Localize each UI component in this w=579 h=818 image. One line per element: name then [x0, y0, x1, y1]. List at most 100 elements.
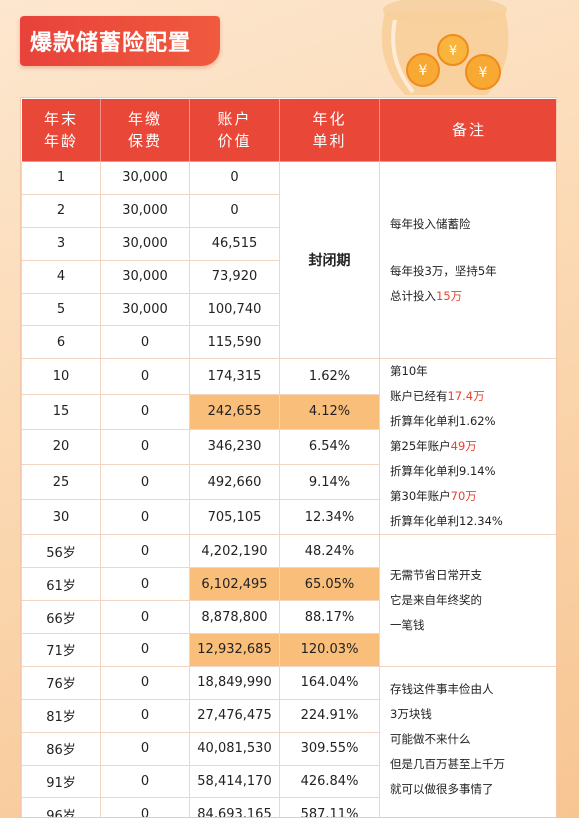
cell-rate: 48.24% [279, 534, 380, 569]
svg-text:¥: ¥ [419, 63, 428, 79]
cell-rate: 587.11% [279, 797, 380, 817]
table-row: 76岁 0 18,849,990 164.04% 存钱这件事丰俭由人 3万块钱 … [21, 665, 556, 817]
cell-value: 27,476,475 [189, 698, 280, 733]
cell-value: 8,878,800 [189, 600, 280, 635]
header-premium: 年缴 保费 [100, 98, 190, 162]
cell-age: 96岁 [21, 797, 101, 817]
table-row: 4 30,000 73,920 [21, 259, 557, 294]
table-row: 15 0 242,655 4.12% [21, 393, 557, 430]
table-row: 10 0 174,315 1.62% 第10年 账户已经有17.4万 折算年化单… [21, 358, 556, 536]
cell-rate: 1.62% [279, 358, 380, 395]
cell-premium: 0 [100, 797, 190, 817]
cell-premium: 30,000 [100, 161, 190, 195]
cell-value: 18,849,990 [189, 665, 280, 700]
cell-age: 5 [21, 292, 101, 327]
table-row: 71岁 0 12,932,685 120.03% [21, 633, 557, 667]
cell-age: 81岁 [21, 698, 101, 733]
cell-age: 76岁 [21, 665, 101, 700]
cell-rate-highlighted: 4.12% [279, 393, 380, 430]
cell-rate: 88.17% [279, 600, 380, 635]
table-row: 56岁 0 4,202,190 48.24% 无需节省日常开支 它是来自年终奖的… [21, 534, 556, 667]
cell-value: 0 [189, 193, 280, 228]
table-row: 1 30,000 0 封闭期 每年投入储蓄险 每年投3万，坚持5年 总计投入15… [21, 160, 556, 360]
cell-age: 15 [21, 393, 101, 430]
cell-value: 705,105 [189, 499, 280, 536]
cell-premium: 0 [100, 698, 190, 733]
cell-value: 115,590 [189, 325, 280, 360]
cell-premium: 30,000 [100, 292, 190, 327]
cell-premium: 30,000 [100, 193, 190, 228]
cell-age: 1 [21, 161, 101, 195]
note-line: 就可以做很多事情了 [390, 781, 494, 796]
cell-age: 56岁 [21, 534, 101, 569]
note-line: 每年投入储蓄险 [390, 216, 471, 231]
note-line: 第10年 [390, 364, 428, 379]
cell-value: 58,414,170 [189, 764, 280, 799]
cell-age: 2 [21, 193, 101, 228]
cell-value: 174,315 [189, 358, 280, 395]
notes-block-1: 每年投入储蓄险 每年投3万，坚持5年 总计投入15万 [379, 160, 556, 360]
table-row: 3 30,000 46,515 [21, 226, 557, 261]
cell-premium: 0 [100, 764, 190, 799]
header-value: 账户 价值 [189, 98, 280, 162]
svg-text:¥: ¥ [449, 44, 457, 59]
cell-age: 86岁 [21, 731, 101, 766]
cell-rate: 309.55% [279, 731, 380, 766]
table-row: 91岁 0 58,414,170 426.84% [21, 764, 557, 799]
cell-value: 73,920 [189, 259, 280, 294]
cell-premium: 0 [100, 567, 190, 602]
table-row: 6 0 115,590 [21, 325, 557, 360]
cell-premium: 0 [100, 499, 190, 536]
table-row: 81岁 0 27,476,475 224.91% [21, 698, 557, 733]
note-line: 一笔钱 [390, 618, 425, 633]
cell-value: 40,081,530 [189, 731, 280, 766]
cell-age: 3 [21, 226, 101, 261]
note-line: 账户已经有 [390, 389, 448, 404]
cell-rate: 12.34% [279, 499, 380, 536]
cell-rate: 164.04% [279, 665, 380, 700]
cell-value-highlighted: 12,932,685 [189, 633, 280, 667]
cell-age: 6 [21, 325, 101, 360]
cell-value: 100,740 [189, 292, 280, 327]
header-age: 年末 年龄 [21, 98, 101, 162]
cell-premium: 0 [100, 463, 190, 501]
cell-premium: 0 [100, 358, 190, 395]
notes-block-4: 存钱这件事丰俭由人 3万块钱 可能做不来什么 但是几百万甚至上千万 就可以做很多… [379, 665, 556, 817]
table-row: 2 30,000 0 [21, 193, 557, 228]
note-line: 无需节省日常开支 [390, 568, 482, 583]
savings-table: 年末 年龄 年缴 保费 账户 价值 年化 单利 备注 1 30,000 0 封闭… [20, 97, 557, 818]
table-row: 96岁 0 84,693,165 587.11% [21, 797, 557, 817]
header-rate: 年化 单利 [279, 98, 380, 162]
cell-premium: 30,000 [100, 226, 190, 261]
cell-premium: 0 [100, 534, 190, 569]
cell-value: 84,693,165 [189, 797, 280, 817]
cell-rate: 6.54% [279, 428, 380, 465]
notes-block-3: 无需节省日常开支 它是来自年终奖的 一笔钱 [379, 534, 556, 667]
cell-value-highlighted: 6,102,495 [189, 567, 280, 602]
cell-value: 46,515 [189, 226, 280, 261]
note-highlight: 17.4万 [447, 389, 485, 404]
cell-premium: 0 [100, 665, 190, 700]
page-title: 爆款储蓄险配置 [20, 16, 220, 66]
table-row: 86岁 0 40,081,530 309.55% [21, 731, 557, 766]
cell-rate: 9.14% [279, 463, 380, 501]
note-line: 折算年化单利9.14% [390, 464, 496, 479]
table-row: 61岁 0 6,102,495 65.05% [21, 567, 557, 602]
cell-value-highlighted: 242,655 [189, 393, 280, 430]
cell-age: 25 [21, 463, 101, 501]
note-line: 但是几百万甚至上千万 [390, 756, 505, 771]
note-line: 第25年账户 [390, 439, 451, 454]
note-line: 存钱这件事丰俭由人 [390, 681, 494, 696]
cell-premium: 0 [100, 428, 190, 465]
cell-value: 4,202,190 [189, 534, 280, 569]
table-row: 30 0 705,105 12.34% [21, 499, 557, 536]
cell-age: 71岁 [21, 633, 101, 667]
cell-age: 30 [21, 499, 101, 536]
note-highlight: 49万 [450, 439, 477, 454]
table-header-row: 年末 年龄 年缴 保费 账户 价值 年化 单利 备注 [21, 98, 556, 162]
closed-period-cell: 封闭期 [279, 160, 380, 360]
cell-age: 20 [21, 428, 101, 465]
cell-age: 4 [21, 259, 101, 294]
coin-jar-icon: ¥ ¥ ¥ [381, 0, 509, 95]
cell-value: 346,230 [189, 428, 280, 465]
